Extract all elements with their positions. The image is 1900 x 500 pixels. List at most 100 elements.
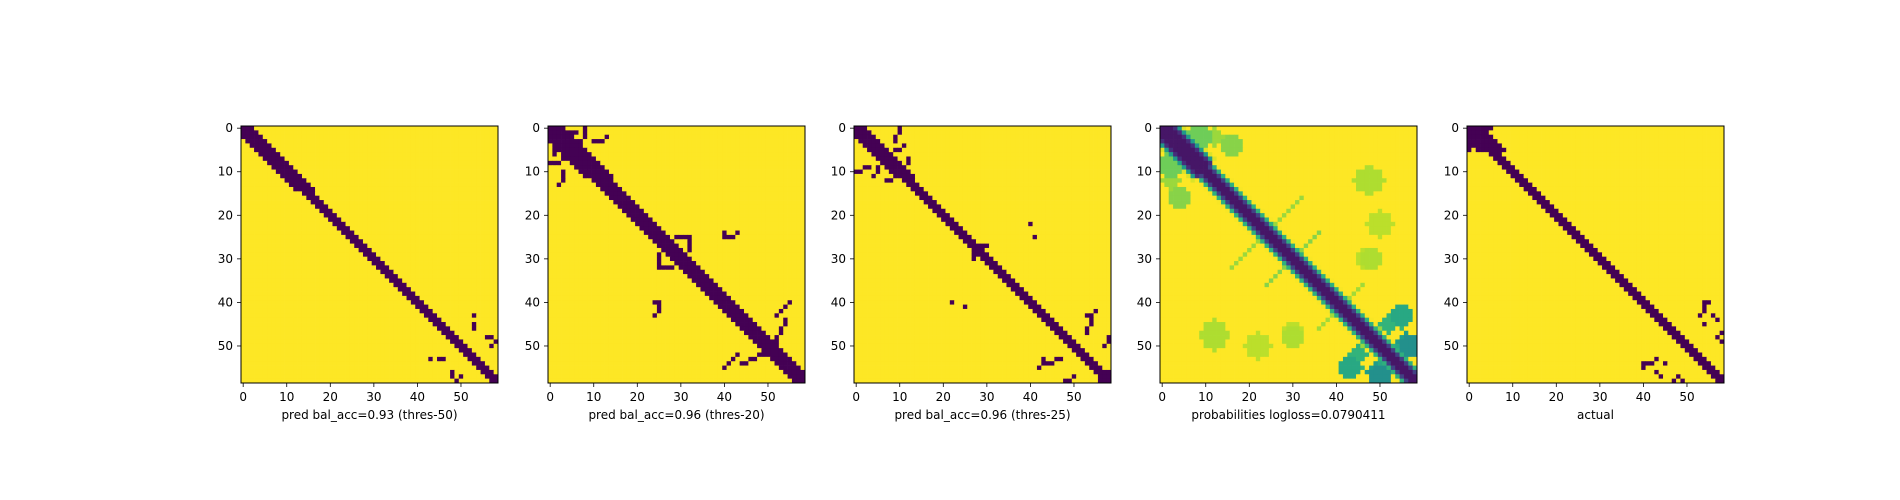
heatmap-cell — [371, 291, 377, 297]
heatmap-cell — [280, 330, 285, 336]
heatmap-cell — [648, 139, 653, 144]
heatmap-cell — [249, 152, 255, 157]
heatmap-cell — [450, 295, 455, 301]
heatmap-cell — [254, 252, 259, 258]
heatmap-cell — [362, 239, 368, 244]
heatmap-cell — [293, 335, 298, 340]
heatmap-cell — [380, 143, 386, 149]
heatmap-cell — [565, 139, 571, 144]
heatmap-cell — [336, 152, 342, 157]
heatmap-cell — [800, 126, 806, 131]
heatmap-cell — [288, 256, 294, 262]
heatmap-cell — [463, 361, 468, 366]
heatmap-cell — [678, 195, 684, 201]
heatmap-cell — [480, 213, 486, 218]
heatmap-cell — [556, 213, 562, 218]
heatmap-cell — [565, 147, 571, 153]
heatmap-cell — [471, 339, 477, 345]
heatmap-cell — [423, 173, 429, 179]
heatmap-cell — [241, 147, 246, 153]
heatmap-cell — [341, 234, 346, 240]
heatmap-cell — [489, 361, 494, 366]
heatmap-cell — [315, 317, 320, 323]
heatmap-cell — [476, 178, 481, 183]
heatmap-cell — [595, 186, 601, 192]
heatmap-cell — [358, 234, 364, 240]
heatmap-cell — [757, 186, 762, 192]
heatmap-cell — [791, 134, 797, 140]
heatmap-cell — [349, 326, 355, 332]
heatmap-cell — [280, 195, 285, 201]
heatmap-cell — [284, 191, 290, 197]
heatmap-cell — [761, 173, 767, 179]
heatmap-cell — [445, 130, 451, 136]
heatmap-cell — [371, 282, 377, 288]
heatmap-cell — [297, 278, 303, 284]
heatmap-cell — [319, 369, 325, 375]
heatmap-cell — [467, 182, 473, 188]
heatmap-cell — [393, 339, 399, 345]
heatmap-cell — [432, 278, 438, 284]
heatmap-cell — [700, 195, 706, 201]
heatmap-cell — [454, 269, 460, 275]
heatmap-cell — [739, 191, 745, 197]
heatmap-cell — [393, 234, 399, 240]
heatmap-cell — [415, 139, 420, 144]
heatmap-cell — [384, 156, 390, 162]
heatmap-cell — [323, 147, 329, 153]
heatmap-cell — [687, 165, 693, 170]
heatmap-cell — [445, 165, 451, 170]
heatmap-cell — [280, 126, 285, 131]
heatmap-cell — [402, 295, 407, 301]
heatmap-cell — [484, 352, 490, 358]
heatmap-cell — [454, 247, 460, 253]
heatmap-cell — [604, 230, 610, 236]
heatmap-cell — [683, 169, 688, 175]
heatmap-cell — [262, 191, 268, 197]
heatmap-cell — [245, 335, 251, 340]
heatmap-cell — [626, 152, 632, 157]
heatmap-cell — [548, 152, 553, 157]
heatmap-cell — [595, 152, 601, 157]
heatmap-cell — [709, 130, 714, 136]
heatmap-cell — [328, 300, 333, 305]
heatmap-cell — [739, 208, 745, 214]
heatmap-cell — [328, 130, 333, 136]
heatmap-cell — [306, 256, 312, 262]
heatmap-cell — [367, 165, 373, 170]
heatmap-cell — [748, 130, 754, 136]
heatmap-cell — [757, 126, 762, 131]
heatmap-cell — [306, 169, 312, 175]
heatmap-cell — [669, 226, 675, 231]
heatmap-cell — [376, 374, 381, 379]
heatmap-cell — [389, 352, 394, 358]
heatmap-cell — [600, 221, 605, 227]
heatmap-cell — [315, 365, 320, 371]
heatmap-cell — [709, 126, 714, 131]
heatmap-cell — [696, 165, 701, 170]
heatmap-cell — [319, 152, 325, 157]
heatmap-cell — [332, 204, 338, 210]
heatmap-cell — [349, 200, 355, 205]
heatmap-cell — [254, 147, 259, 153]
heatmap-cell — [687, 156, 693, 162]
heatmap-cell — [761, 221, 767, 227]
heatmap-cell — [393, 243, 399, 249]
heatmap-cell — [258, 282, 264, 288]
heatmap-cell — [380, 208, 386, 214]
heatmap-cell — [262, 343, 268, 349]
heatmap-cell — [450, 152, 455, 157]
heatmap-cell — [341, 226, 346, 231]
heatmap-cell — [349, 243, 355, 249]
heatmap-cell — [445, 317, 451, 323]
heatmap-cell — [730, 130, 736, 136]
heatmap-cell — [800, 130, 806, 136]
heatmap-cell — [796, 178, 801, 183]
heatmap-cell — [635, 126, 640, 131]
heatmap-cell — [730, 204, 736, 210]
heatmap-cell — [288, 186, 294, 192]
heatmap-cell — [328, 221, 333, 227]
heatmap-cell — [284, 200, 290, 205]
heatmap-cell — [258, 356, 264, 362]
heatmap-cell — [297, 269, 303, 275]
